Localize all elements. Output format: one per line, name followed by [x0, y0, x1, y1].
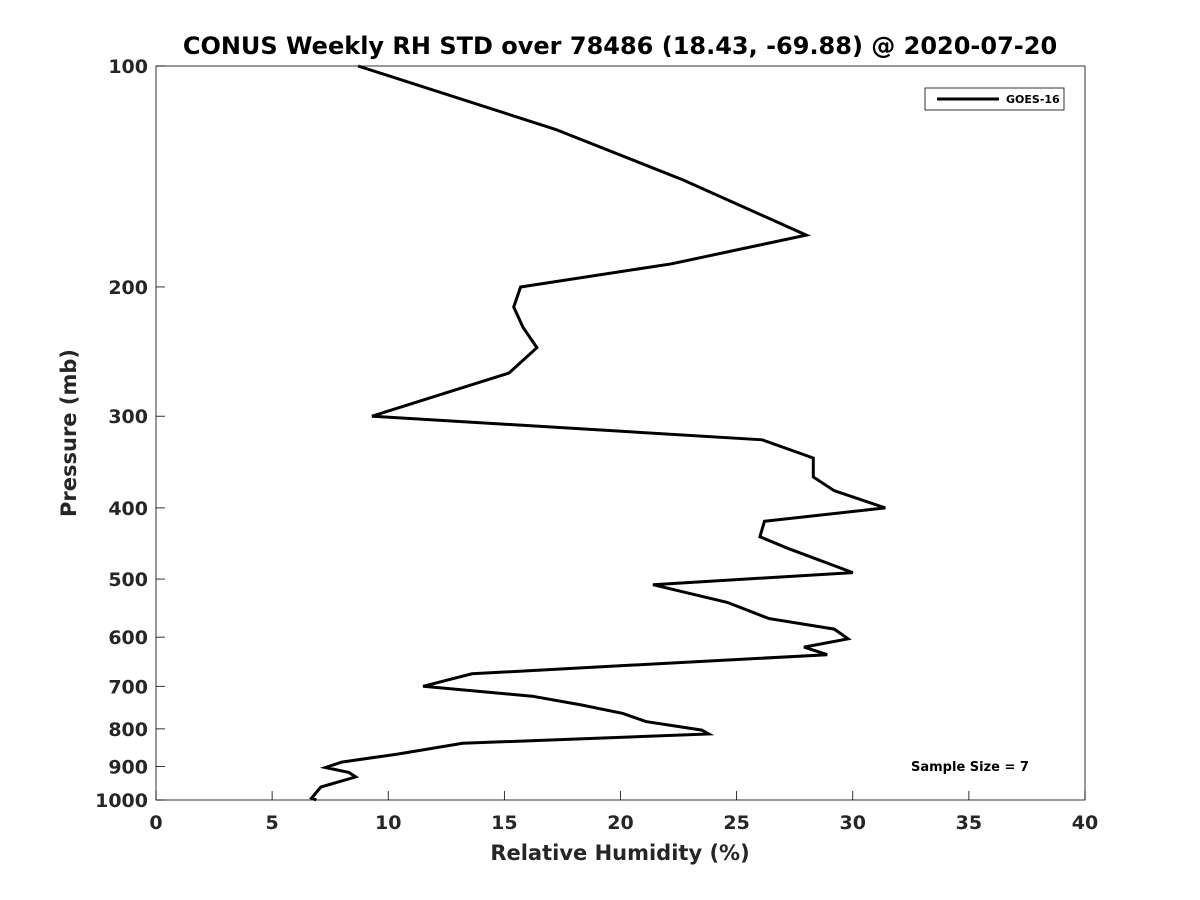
y-tick-label: 700	[108, 676, 148, 698]
y-tick-label: 200	[108, 277, 148, 299]
goes-16-series-line	[309, 64, 886, 802]
x-tick-label: 5	[266, 812, 279, 834]
y-tick-label: 100	[108, 56, 148, 78]
x-tick-label: 0	[149, 812, 162, 834]
y-tick-label: 800	[108, 719, 148, 741]
y-tick-label: 300	[108, 406, 148, 428]
x-tick-label: 30	[840, 812, 866, 834]
x-axis-label: Relative Humidity (%)	[490, 841, 749, 865]
y-tick-label: 900	[108, 756, 148, 778]
x-tick-label: 15	[491, 812, 517, 834]
y-axis-ticks: 100 200 300 400 500 600 700 800 900 1000	[95, 56, 165, 812]
x-tick-label: 40	[1072, 812, 1098, 834]
plot-area	[155, 65, 1086, 801]
y-tick-label: 400	[108, 498, 148, 520]
x-tick-label: 20	[607, 812, 633, 834]
y-tick-label: 1000	[95, 790, 148, 812]
x-tick-label: 35	[956, 812, 982, 834]
sample-size-note: Sample Size = 7	[911, 760, 1029, 775]
x-axis-ticks: 0 5 10 15 20 25 30 35 40	[149, 791, 1098, 834]
legend-label: GOES-16	[1006, 93, 1060, 106]
y-axis-label: Pressure (mb)	[57, 349, 81, 517]
y-tick-label: 500	[108, 569, 148, 591]
x-tick-label: 10	[375, 812, 401, 834]
x-tick-label: 25	[723, 812, 749, 834]
y-tick-label: 600	[108, 627, 148, 649]
chart-title: CONUS Weekly RH STD over 78486 (18.43, -…	[183, 32, 1057, 60]
legend: GOES-16	[924, 87, 1065, 111]
